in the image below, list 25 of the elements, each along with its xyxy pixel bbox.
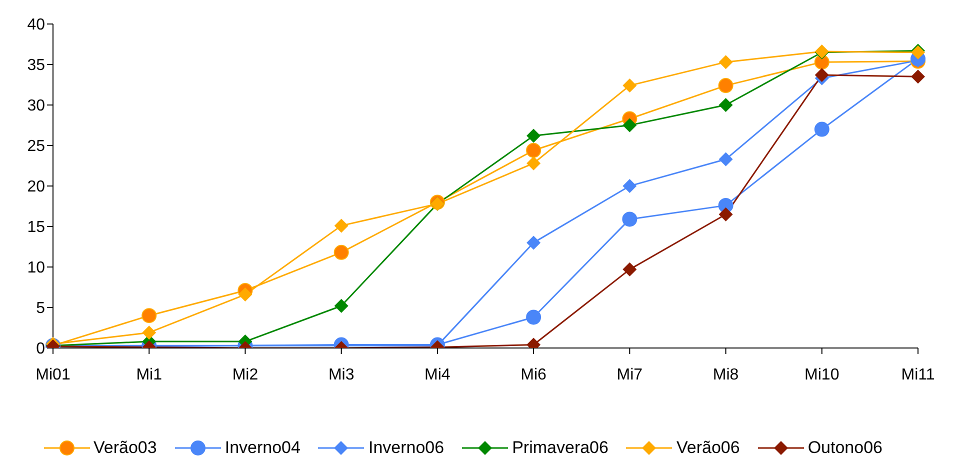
x-tick-label: Mi4 <box>424 366 450 384</box>
x-tick-label: Mi1 <box>136 366 162 384</box>
y-tick-label: 30 <box>27 98 46 115</box>
x-tick-label: Mi2 <box>232 366 258 384</box>
legend-label: Outono06 <box>808 438 882 458</box>
y-tick-label: 15 <box>27 219 46 236</box>
y-tick-label: 20 <box>27 178 46 196</box>
x-tick-label: Mi7 <box>616 366 643 384</box>
legend-label: Inverno04 <box>224 438 300 458</box>
x-tick-label: Mi8 <box>712 366 739 384</box>
y-tick-label: 25 <box>27 138 46 156</box>
x-tick-label: Mi01 <box>36 366 70 384</box>
legend-label: Verão06 <box>676 438 740 458</box>
y-tick-label: 0 <box>36 340 46 358</box>
x-tick-label: Mi6 <box>520 366 547 384</box>
y-tick-label: 10 <box>27 260 46 277</box>
x-tick-label: Mi11 <box>901 366 935 384</box>
x-tick-label: Mi10 <box>804 366 840 384</box>
y-tick-label: 35 <box>27 57 46 74</box>
y-tick-label: 40 <box>27 16 46 34</box>
legend-label: Inverno06 <box>368 438 444 458</box>
x-tick-label: Mi3 <box>328 366 354 384</box>
legend-label: Verão03 <box>94 438 157 458</box>
legend-label: Primavera06 <box>512 438 608 458</box>
y-tick-label: 5 <box>36 300 46 318</box>
